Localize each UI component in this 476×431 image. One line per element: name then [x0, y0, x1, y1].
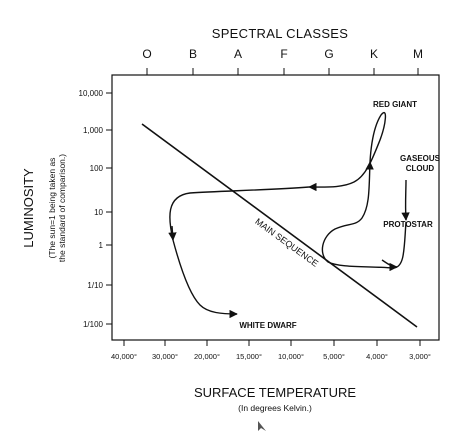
white-dwarf-track: [169, 186, 310, 319]
y-ticks: [106, 92, 112, 325]
gaseous-cloud-label-line1: GASEOUS: [400, 154, 441, 163]
spectral-classes-title: SPECTRAL CLASSES: [212, 26, 349, 41]
spectral-class-m: M: [413, 47, 423, 61]
spectral-class-g: G: [324, 47, 333, 61]
main-sequence-label: MAIN SEQUENCE: [253, 216, 320, 268]
y-tick-1-100: 1/100: [83, 320, 104, 329]
x-ticks: [123, 340, 421, 346]
white-dwarf-branch-arrow: [168, 225, 177, 241]
red-giant-loop: [308, 112, 387, 192]
y-axis-subtitle-line1: (The sun=1 being taken as: [47, 158, 57, 259]
protostar-label: PROTOSTAR: [383, 220, 433, 229]
y-tick-10: 10: [94, 208, 103, 217]
spectral-class-o: O: [142, 47, 151, 61]
y-tick-1000: 1,000: [83, 126, 104, 135]
gaseous-cloud-label-line2: CLOUD: [406, 164, 435, 173]
y-tick-100: 100: [90, 164, 104, 173]
spectral-class-labels: O B A F G K M: [142, 47, 423, 61]
top-ticks: [146, 68, 419, 75]
x-axis-subtitle: (In degrees Kelvin.): [238, 403, 312, 413]
evolution-track: [321, 161, 407, 269]
x-axis-title: SURFACE TEMPERATURE: [194, 385, 356, 400]
red-giant-label: RED GIANT: [373, 100, 417, 109]
x-tick-10000: 10,000°: [278, 352, 304, 361]
y-tick-labels: 10,000 1,000 100 10 1 1/10 1/100: [79, 89, 104, 329]
x-tick-labels: 40,000° 30,000° 20,000° 15,000° 10,000° …: [111, 352, 431, 361]
main-sequence-line: [141, 123, 418, 328]
protostar-arrow: [381, 259, 398, 272]
x-tick-4000: 4,000°: [366, 352, 388, 361]
x-tick-3000: 3,000°: [409, 352, 431, 361]
spectral-class-f: F: [280, 47, 287, 61]
white-dwarf-label: WHITE DWARF: [239, 321, 296, 330]
x-tick-30000: 30,000°: [152, 352, 178, 361]
spectral-class-b: B: [189, 47, 197, 61]
y-tick-1: 1: [99, 241, 104, 250]
x-tick-40000: 40,000°: [111, 352, 137, 361]
plot-frame: [111, 74, 440, 341]
spectral-class-a: A: [234, 47, 242, 61]
y-axis-subtitle-line2: the standard of comparison.): [57, 154, 67, 262]
y-tick-1-10: 1/10: [87, 281, 103, 290]
x-tick-15000: 15,000°: [236, 352, 262, 361]
mouse-cursor-icon: [258, 421, 266, 431]
x-tick-20000: 20,000°: [194, 352, 220, 361]
spectral-class-k: K: [370, 47, 378, 61]
y-tick-10000: 10,000: [79, 89, 104, 98]
y-axis-title: LUMINOSITY: [21, 168, 36, 248]
x-tick-5000: 5,000°: [323, 352, 345, 361]
